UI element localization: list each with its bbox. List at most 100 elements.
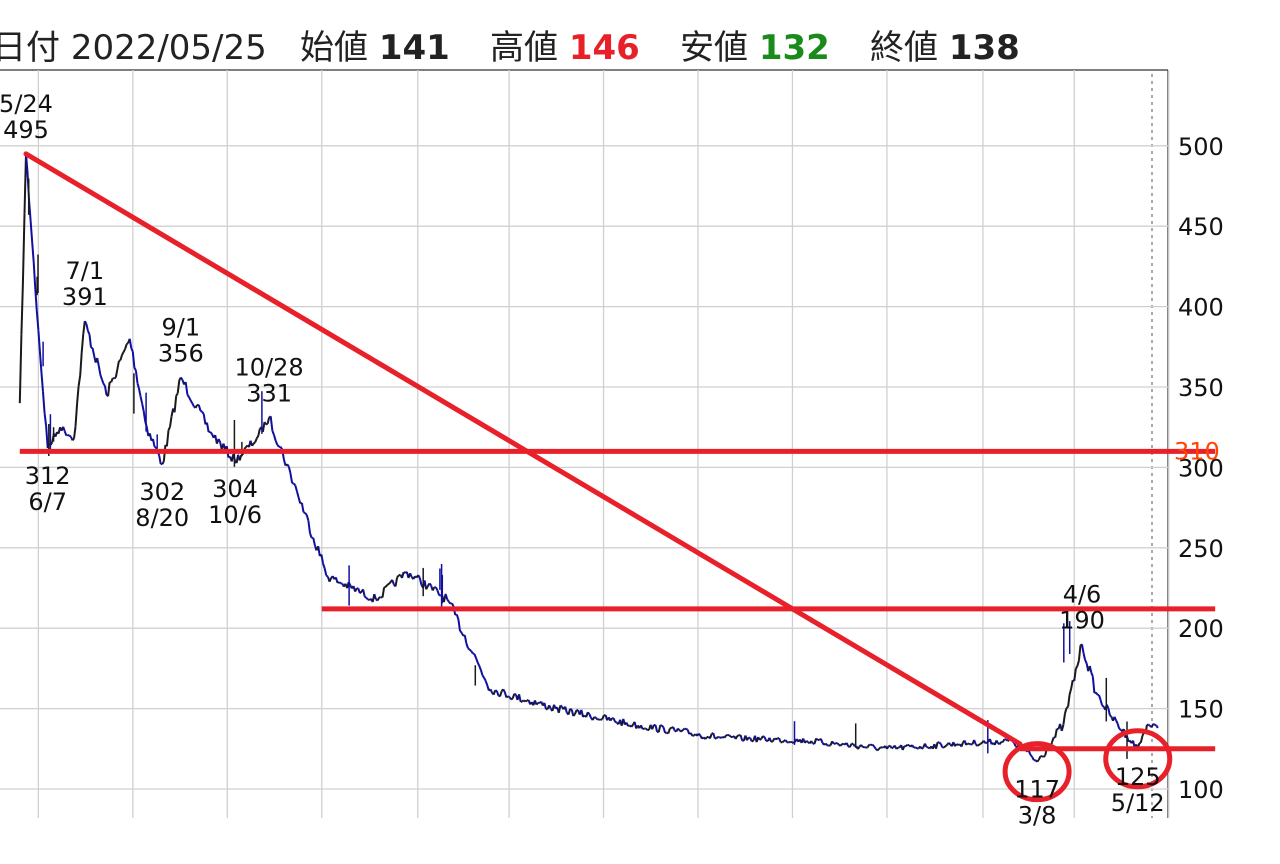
price-segment: [305, 514, 310, 521]
price-segment: [191, 402, 195, 407]
price-segment: [685, 727, 689, 731]
price-segment: [100, 378, 105, 384]
price-segment: [965, 742, 969, 746]
price-segment: [189, 399, 194, 404]
price-segment: [80, 333, 85, 353]
price-segment: [252, 441, 256, 445]
price-segment: [1065, 705, 1069, 709]
price-segment: [878, 746, 882, 750]
price-segment: [598, 718, 602, 721]
price-segment: [307, 520, 311, 534]
price-segment: [954, 743, 958, 747]
price-segment: [852, 743, 856, 747]
annotation-date: 6/7: [28, 488, 67, 516]
price-segment: [661, 724, 665, 728]
price-segment: [682, 727, 685, 731]
price-segment: [194, 404, 199, 409]
price-segment: [1029, 754, 1033, 758]
price-segment: [763, 736, 768, 742]
open-label: 始値: [300, 28, 368, 68]
price-segment: [403, 571, 406, 574]
price-segment: [1090, 672, 1094, 677]
price-segment: [847, 745, 851, 749]
price-segment: [833, 742, 836, 745]
price-segment: [104, 385, 108, 396]
annotation-value: 190: [1059, 606, 1105, 634]
price-segment: [627, 724, 631, 728]
price-segment: [29, 220, 34, 243]
price-segment: [939, 743, 944, 748]
price-segment: [595, 717, 599, 721]
price-segment: [995, 739, 999, 744]
price-segment: [131, 351, 136, 368]
price-segment: [1036, 759, 1040, 763]
price-segment: [184, 381, 189, 395]
price-segment: [775, 737, 779, 741]
price-segment: [383, 585, 386, 589]
price-segment: [40, 373, 44, 392]
price-segment: [266, 417, 271, 425]
price-segment: [261, 421, 266, 432]
price-segment: [88, 334, 92, 348]
price-segment: [957, 743, 961, 746]
price-segment: [71, 437, 75, 442]
price-segment: [468, 648, 472, 652]
price-segment: [984, 741, 988, 745]
price-segment: [689, 732, 694, 737]
high-label: 高値: [490, 28, 558, 68]
price-segment: [388, 581, 392, 585]
price-segment: [1070, 680, 1074, 689]
price-segment: [475, 657, 479, 663]
price-segment: [448, 600, 452, 605]
annotation-date: 5/24: [0, 90, 53, 118]
price-segment: [338, 581, 342, 585]
price-segment: [1073, 668, 1077, 682]
y-tick-label: 500: [1178, 133, 1224, 161]
price-segment: [502, 688, 506, 693]
y-tick-label: 200: [1178, 615, 1224, 643]
price-segment: [734, 735, 739, 740]
price-segment: [169, 416, 173, 428]
price-segment: [484, 680, 489, 686]
price-segment: [630, 724, 634, 728]
header-low: 安値 132: [680, 28, 830, 68]
y-tick-label: 350: [1178, 374, 1224, 402]
price-segment: [470, 650, 474, 655]
price-segment: [513, 692, 517, 696]
price-segment: [609, 717, 613, 722]
price-segment: [386, 582, 390, 586]
price-segment: [287, 466, 292, 474]
price-segment: [25, 153, 29, 173]
price-segment: [68, 434, 72, 438]
price-segment: [1031, 756, 1035, 761]
price-segment: [873, 745, 877, 750]
price-segment: [364, 595, 367, 599]
price-segment: [206, 422, 210, 433]
price-segment: [124, 344, 128, 350]
price-segment: [1107, 707, 1111, 716]
date-label: 日付: [0, 28, 60, 68]
price-segment: [435, 586, 439, 591]
low-value: 132: [758, 28, 830, 68]
price-segment: [1005, 738, 1009, 742]
price-segment: [842, 742, 846, 746]
price-segment: [857, 746, 861, 750]
price-segment: [489, 688, 494, 694]
price-segment: [431, 586, 436, 591]
price-segment: [73, 426, 77, 439]
price-segment: [819, 738, 824, 744]
price-segment: [521, 699, 525, 703]
price-segment: [1094, 691, 1097, 694]
price-segment: [148, 433, 153, 441]
price-segment: [1084, 659, 1088, 664]
price-segment: [601, 714, 605, 720]
price-segment: [625, 722, 630, 727]
annotation-value: 495: [3, 116, 49, 144]
price-segment: [294, 485, 298, 492]
price-segment: [781, 740, 785, 744]
price-segment: [1077, 645, 1082, 661]
price-segment: [62, 426, 66, 432]
low-label: 安値: [680, 28, 748, 68]
price-segment: [860, 744, 864, 748]
